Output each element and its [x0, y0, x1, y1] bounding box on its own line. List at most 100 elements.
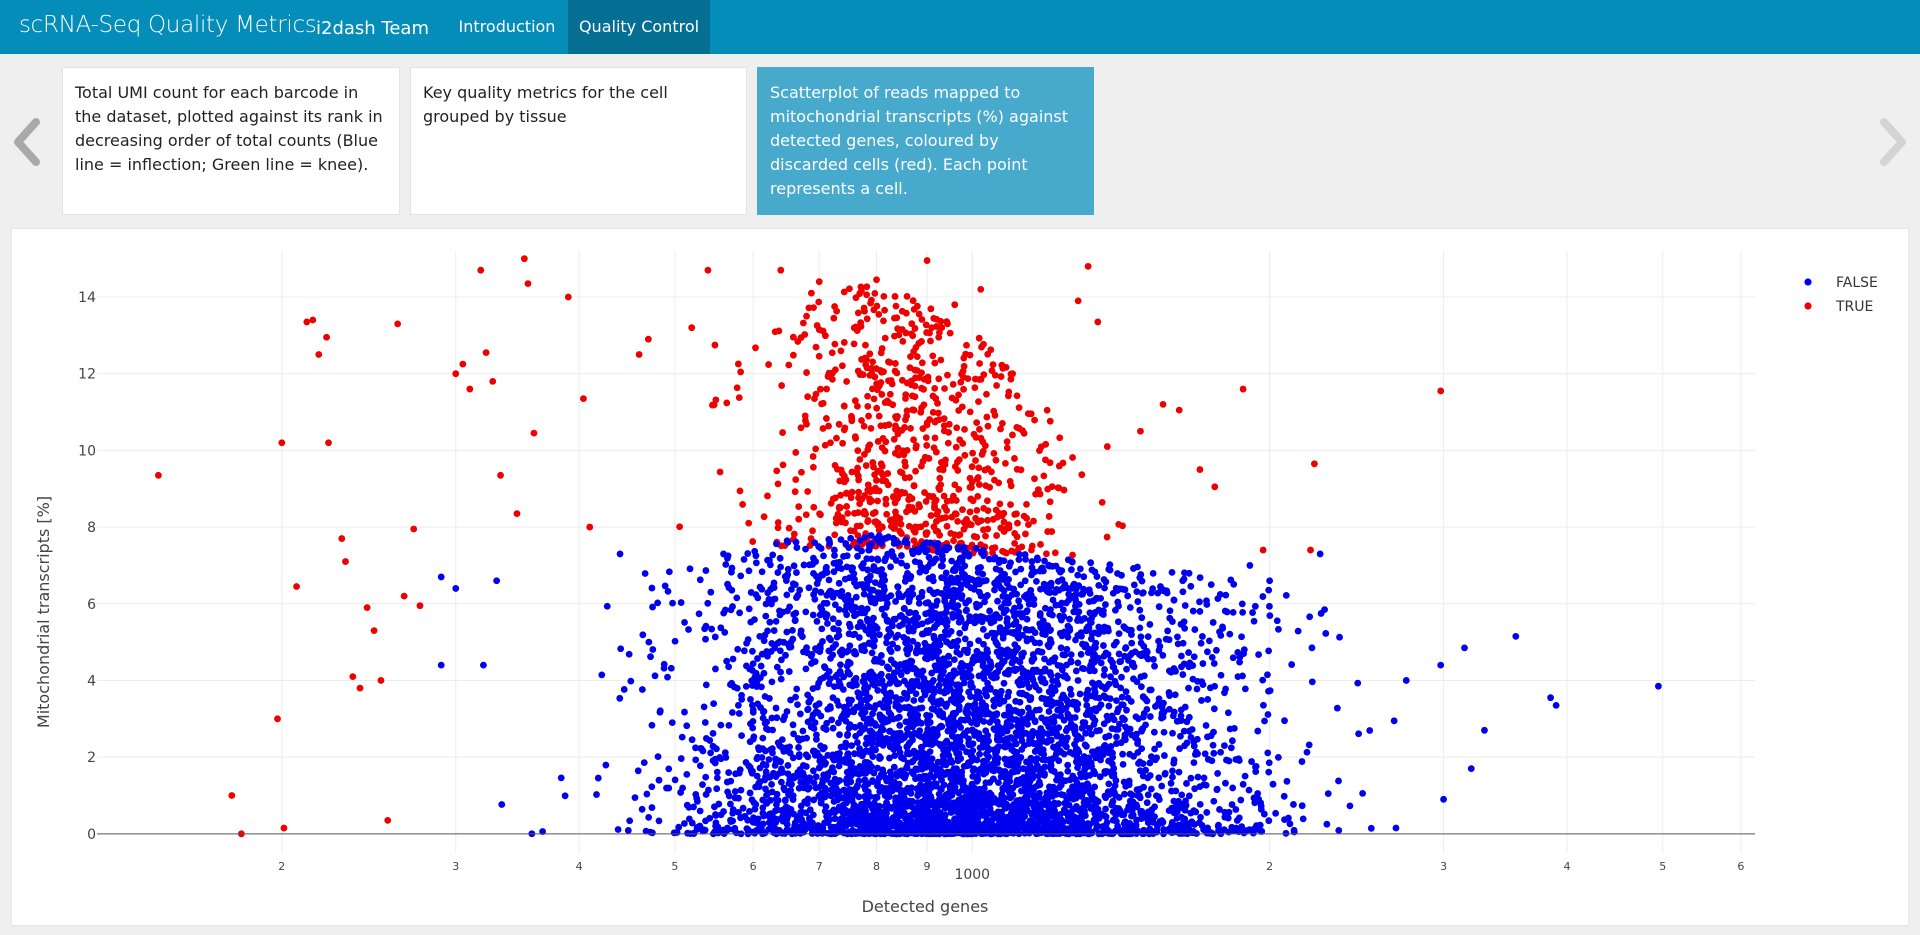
data-point-false: [1161, 770, 1169, 778]
data-point-false: [1054, 577, 1062, 585]
data-point-false: [1087, 730, 1095, 738]
data-point-true: [1006, 477, 1014, 485]
data-point-true: [931, 384, 939, 392]
chevron-right-icon[interactable]: [1876, 118, 1910, 166]
data-point-false: [1152, 703, 1159, 710]
data-point-true: [1259, 546, 1267, 554]
data-point-true: [822, 415, 830, 422]
data-point-false: [1080, 573, 1088, 581]
data-point-false: [895, 593, 903, 601]
data-point-true: [912, 467, 919, 475]
data-point-true: [789, 333, 797, 341]
data-point-true: [924, 374, 932, 382]
data-point-true: [840, 339, 848, 346]
data-point-false: [1110, 641, 1118, 649]
data-point-false: [649, 646, 657, 653]
data-point-false: [831, 683, 838, 691]
data-point-true: [936, 329, 943, 336]
data-point-true: [1000, 548, 1008, 556]
tab-quality-control[interactable]: Quality Control: [568, 0, 710, 54]
data-point-false: [1197, 813, 1204, 821]
data-point-true: [907, 424, 914, 432]
data-point-true: [870, 395, 878, 403]
data-point-false: [843, 732, 851, 739]
data-point-true: [815, 298, 823, 306]
data-point-false: [1105, 702, 1113, 710]
data-point-false: [1174, 799, 1182, 806]
app-title[interactable]: scRNA-Seq Quality Metrics: [19, 12, 317, 38]
data-point-false: [768, 640, 776, 647]
data-point-false: [831, 815, 839, 823]
data-point-true: [1008, 547, 1016, 555]
data-point-false: [868, 649, 876, 657]
data-point-true: [861, 492, 869, 499]
data-point-true: [635, 351, 643, 358]
data-point-false: [1057, 701, 1065, 708]
data-point-false: [829, 764, 836, 772]
data-point-true: [1031, 475, 1038, 483]
data-point-false: [937, 611, 945, 618]
data-point-true: [934, 527, 942, 535]
data-point-false: [1023, 608, 1030, 616]
data-point-true: [942, 514, 950, 521]
data-point-false: [1165, 667, 1173, 675]
data-point-false: [917, 563, 925, 571]
data-point-false: [1190, 742, 1198, 750]
data-point-true: [877, 422, 885, 430]
data-point-true: [154, 471, 162, 479]
data-point-true: [891, 314, 898, 322]
data-point-true: [530, 429, 538, 437]
data-point-false: [721, 628, 729, 636]
data-point-false: [926, 801, 934, 809]
data-point-true: [792, 449, 800, 456]
data-point-false: [812, 784, 820, 792]
data-point-true: [482, 349, 490, 357]
data-point-false: [894, 663, 902, 671]
data-point-false: [936, 765, 944, 773]
data-point-false: [709, 729, 717, 737]
data-point-true: [915, 339, 923, 347]
data-point-true: [884, 481, 892, 489]
data-point-true: [952, 396, 960, 404]
data-point-false: [1169, 824, 1177, 831]
card-umi-count[interactable]: Total UMI count for each barcode in the …: [62, 67, 400, 215]
data-point-false: [1196, 598, 1203, 606]
data-point-true: [856, 371, 864, 379]
data-point-false: [1049, 677, 1057, 685]
data-point-false: [752, 591, 760, 599]
data-point-true: [940, 427, 948, 435]
data-point-false: [1168, 568, 1176, 576]
data-point-true: [789, 351, 797, 359]
data-point-true: [854, 472, 862, 480]
tab-introduction[interactable]: Introduction: [458, 17, 556, 36]
data-point-false: [980, 704, 988, 712]
card-mito-scatterplot[interactable]: Scatterplot of reads mapped to mitochond…: [757, 67, 1094, 215]
data-point-false: [1181, 602, 1189, 609]
data-point-false: [1032, 706, 1040, 714]
data-point-false: [780, 784, 788, 792]
data-point-false: [1114, 618, 1122, 626]
data-point-false: [1089, 679, 1096, 687]
data-point-false: [1189, 662, 1197, 669]
data-point-true: [827, 499, 835, 507]
card-key-quality-metrics[interactable]: Key quality metrics for the cell grouped…: [410, 67, 747, 215]
data-point-true: [955, 485, 963, 493]
data-point-true: [739, 501, 747, 508]
data-point-true: [832, 366, 839, 374]
chevron-left-icon[interactable]: [10, 118, 44, 166]
data-point-true: [887, 522, 895, 530]
data-point-false: [979, 626, 987, 633]
data-point-false: [1222, 779, 1229, 787]
data-point-true: [752, 344, 759, 352]
data-point-true: [983, 413, 991, 421]
data-point-false: [916, 727, 924, 735]
data-point-false: [1028, 767, 1036, 775]
data-point-true: [815, 278, 823, 286]
data-point-false: [1255, 651, 1262, 658]
data-point-false: [1183, 780, 1190, 787]
data-point-false: [877, 670, 885, 678]
data-point-true: [913, 367, 921, 374]
data-point-false: [1057, 644, 1065, 652]
data-point-false: [1107, 673, 1114, 681]
